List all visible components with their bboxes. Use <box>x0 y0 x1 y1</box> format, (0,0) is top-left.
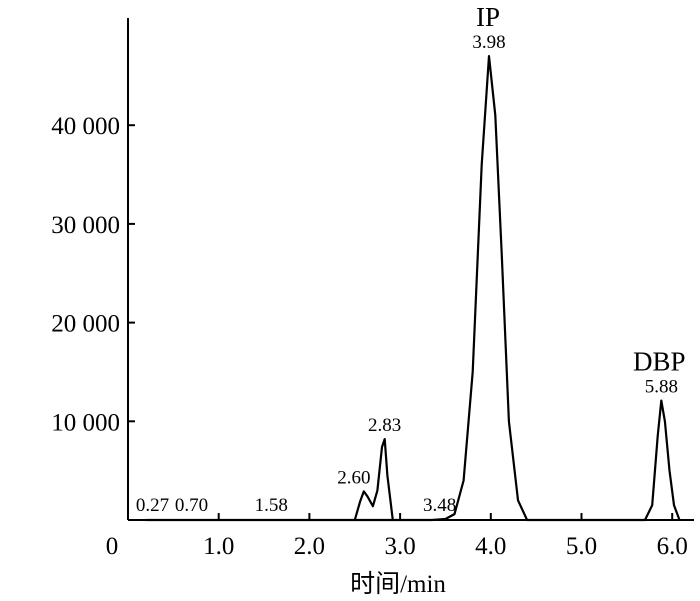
y-axis-ticks: 10 000 20 000 30 000 40 000 <box>51 113 135 436</box>
y-tick-label: 30 000 <box>51 212 120 239</box>
compound-name-label: IP <box>476 2 500 32</box>
x-tick-label: 3.0 <box>384 533 415 560</box>
chromatogram-trace <box>146 55 681 522</box>
y-tick-label: 10 000 <box>51 409 120 436</box>
x-tick-label: 4.0 <box>475 533 506 560</box>
minor-peak-trace <box>353 438 394 521</box>
chromatogram-traces <box>146 55 681 522</box>
peak-label-group: 0.27 0.70 1.58 2.60 2.83 3.48 3.98 5.88 IP DBP <box>136 2 686 516</box>
peak-retention-label: 0.70 <box>175 495 208 516</box>
peak-retention-label: 0.27 <box>136 495 169 516</box>
peak-retention-label: 5.88 <box>645 377 678 398</box>
y-tick-label: 20 000 <box>51 311 120 338</box>
peak-retention-label: 3.98 <box>472 32 505 53</box>
y-tick-label: 40 000 <box>51 113 120 140</box>
x-axis-ticks: 0 1.0 2.0 3.0 4.0 5.0 6.0 <box>106 513 688 560</box>
x-tick-label: 5.0 <box>566 533 597 560</box>
peak-retention-label: 1.58 <box>255 495 288 516</box>
compound-name-label: DBP <box>633 347 686 377</box>
peak-retention-label: 2.83 <box>368 415 401 436</box>
peak-retention-label: 3.48 <box>423 495 456 516</box>
x-tick-label: 2.0 <box>294 533 325 560</box>
x-tick-label: 1.0 <box>203 533 234 560</box>
peak-retention-label: 2.60 <box>337 467 370 488</box>
x-axis-title: 时间/min <box>350 570 446 598</box>
x-tick-label: 0 <box>106 533 119 560</box>
x-tick-label: 6.0 <box>657 533 688 560</box>
